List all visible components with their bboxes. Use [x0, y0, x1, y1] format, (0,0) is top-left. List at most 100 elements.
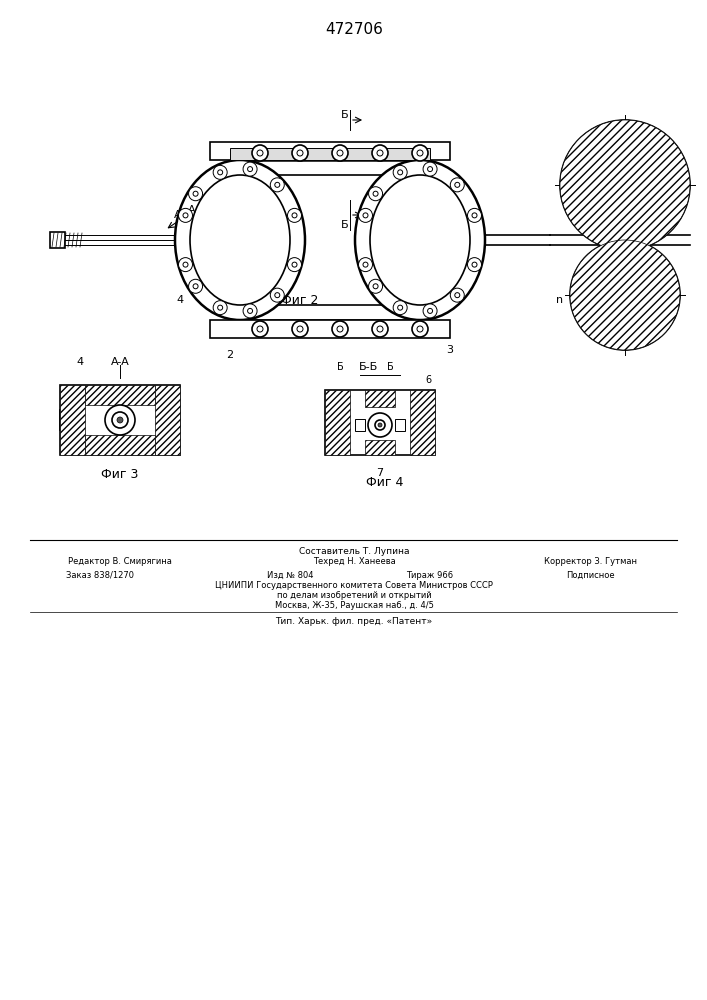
Circle shape [455, 293, 460, 298]
Text: A: A [188, 205, 196, 215]
Circle shape [112, 412, 128, 428]
Text: Москва, Ж-35, Раушская наб., д. 4/5: Москва, Ж-35, Раушская наб., д. 4/5 [274, 600, 433, 609]
Text: 4: 4 [177, 295, 184, 305]
Circle shape [358, 258, 373, 272]
Circle shape [218, 170, 223, 175]
Bar [85, 435, 155, 455]
Text: Фиг 3: Фиг 3 [101, 468, 139, 482]
Bar [210, 142, 450, 160]
Circle shape [412, 145, 428, 161]
Circle shape [193, 191, 198, 196]
Circle shape [252, 145, 268, 161]
Circle shape [288, 208, 301, 222]
Circle shape [105, 405, 135, 435]
Circle shape [189, 187, 203, 201]
Circle shape [247, 167, 252, 172]
Circle shape [243, 304, 257, 318]
Ellipse shape [175, 160, 305, 320]
Circle shape [288, 258, 301, 272]
Circle shape [560, 120, 690, 250]
Circle shape [428, 167, 433, 172]
Circle shape [275, 182, 280, 187]
Circle shape [372, 145, 388, 161]
Bar [210, 320, 450, 338]
Circle shape [455, 182, 460, 187]
Circle shape [467, 258, 481, 272]
Circle shape [117, 417, 123, 423]
Circle shape [252, 321, 268, 337]
Circle shape [373, 284, 378, 289]
Text: Б: Б [341, 110, 349, 120]
Circle shape [337, 150, 343, 156]
Text: Тип. Харьк. фил. пред. «Патент»: Тип. Харьк. фил. пред. «Патент» [275, 617, 433, 626]
Bar [355, 419, 365, 431]
Circle shape [183, 262, 188, 267]
Bar [60, 410, 80, 430]
Bar [230, 148, 430, 160]
Ellipse shape [190, 175, 290, 305]
Circle shape [218, 305, 223, 310]
Text: по делам изобретений и открытий: по делам изобретений и открытий [276, 590, 431, 599]
Bar [85, 385, 155, 405]
Circle shape [183, 213, 188, 218]
Text: Техред Н. Ханеева: Техред Н. Ханеева [312, 558, 395, 566]
Bar [325, 390, 350, 455]
Text: 8: 8 [422, 390, 428, 400]
Circle shape [393, 165, 407, 179]
Bar [325, 390, 435, 455]
Circle shape [270, 178, 284, 192]
Circle shape [363, 262, 368, 267]
Circle shape [189, 279, 203, 293]
Text: n: n [556, 295, 563, 305]
Circle shape [368, 279, 382, 293]
Circle shape [297, 150, 303, 156]
Circle shape [332, 145, 348, 161]
Bar [395, 419, 405, 431]
Circle shape [337, 326, 343, 332]
Circle shape [393, 301, 407, 315]
Circle shape [377, 150, 383, 156]
Text: Фиг 4: Фиг 4 [366, 477, 404, 489]
Circle shape [275, 293, 280, 298]
Text: 7: 7 [376, 468, 384, 478]
Circle shape [270, 288, 284, 302]
Text: 3: 3 [447, 345, 453, 355]
Circle shape [178, 258, 192, 272]
Circle shape [243, 162, 257, 176]
Circle shape [373, 191, 378, 196]
Text: Фиг 2: Фиг 2 [281, 294, 319, 306]
Text: 2: 2 [226, 350, 233, 360]
Text: A: A [174, 210, 182, 220]
Circle shape [214, 301, 227, 315]
Bar [410, 390, 435, 455]
Text: Б: Б [387, 362, 393, 372]
Circle shape [368, 413, 392, 437]
Circle shape [257, 150, 263, 156]
Bar [60, 385, 85, 455]
Circle shape [332, 321, 348, 337]
Circle shape [397, 305, 403, 310]
Circle shape [377, 326, 383, 332]
Circle shape [193, 284, 198, 289]
Text: Изд № 804: Изд № 804 [267, 570, 313, 580]
Circle shape [297, 326, 303, 332]
Bar [365, 390, 395, 407]
Text: Б-Б: Б-Б [358, 362, 378, 372]
Text: A-A: A-A [110, 357, 129, 367]
Circle shape [292, 262, 297, 267]
Bar [60, 385, 180, 455]
Circle shape [472, 262, 477, 267]
Circle shape [257, 326, 263, 332]
Bar [160, 410, 180, 430]
Circle shape [178, 208, 192, 222]
Text: 6: 6 [425, 375, 431, 385]
Text: Заказ 838/1270: Заказ 838/1270 [66, 570, 134, 580]
Text: Тираж 966: Тираж 966 [407, 570, 454, 580]
Circle shape [423, 162, 437, 176]
Circle shape [292, 213, 297, 218]
Circle shape [214, 165, 227, 179]
Text: Б: Б [337, 362, 344, 372]
Bar [365, 440, 395, 455]
Ellipse shape [560, 120, 690, 250]
Text: Б: Б [341, 220, 349, 230]
